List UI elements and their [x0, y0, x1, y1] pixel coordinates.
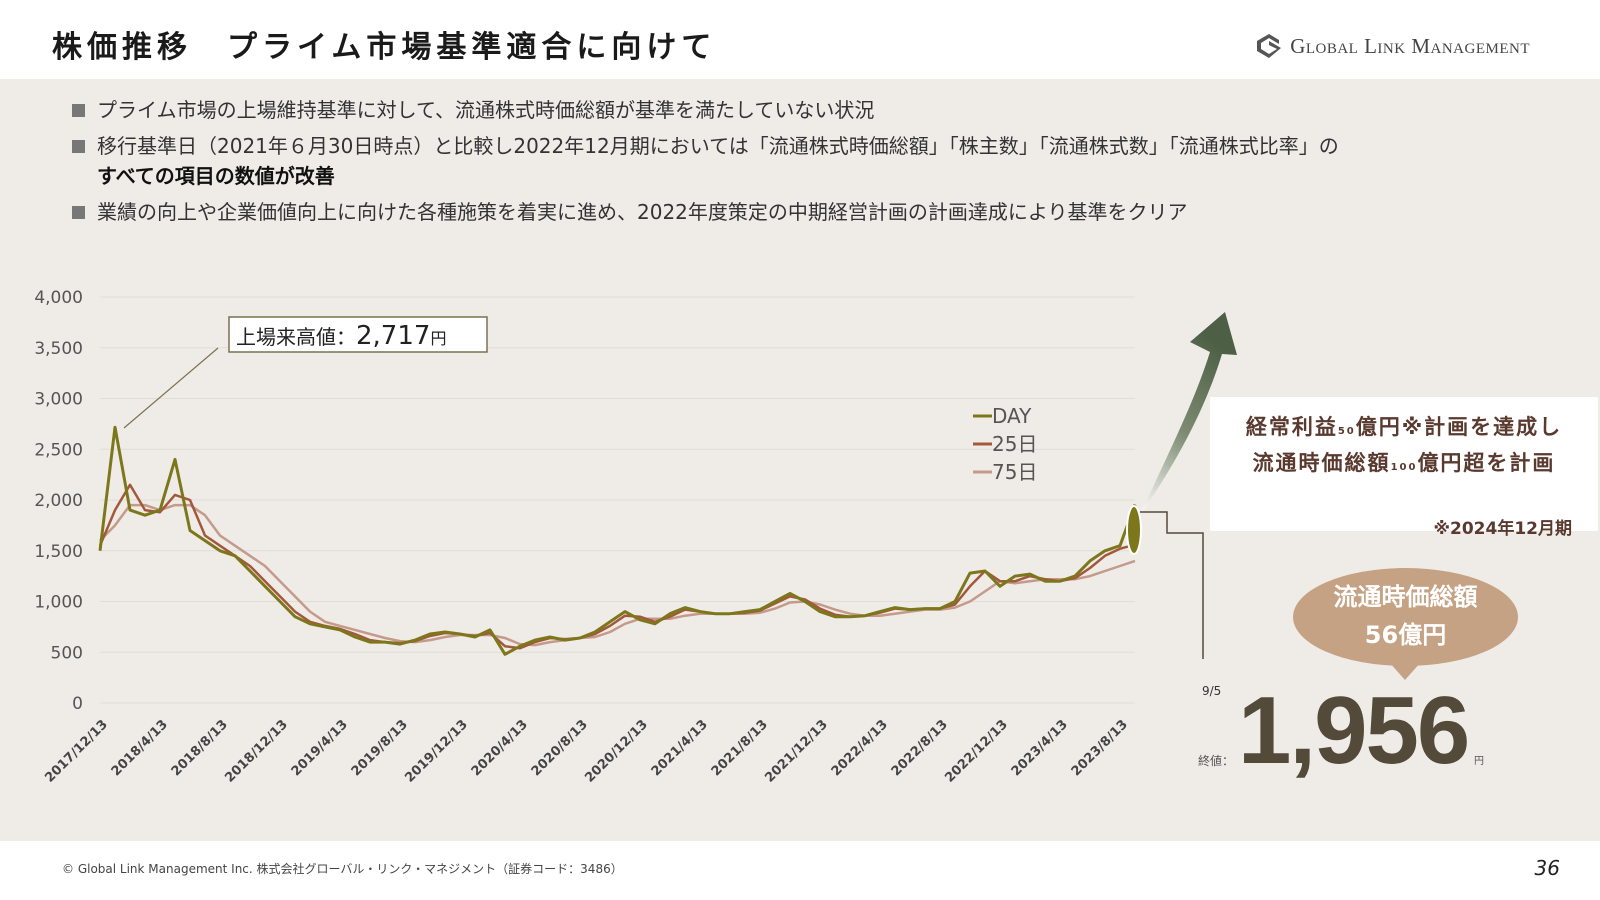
bullet-list: プライム市場の上場維持基準に対して、流通株式時価総額が基準を満たしていない状況 … [72, 95, 1339, 233]
bullet-item: 業績の向上や企業価値向上に向けた各種施策を着実に進め、2022年度策定の中期経営… [72, 197, 1339, 227]
header: 株価推移 プライム市場基準適合に向けて Global Link Manageme… [0, 0, 1600, 79]
series-line-DAY [98, 425, 1137, 656]
x-tick-label: 2019/4/13 [289, 717, 351, 779]
y-tick-label: 1,000 [34, 593, 83, 613]
y-tick-label: 4,000 [34, 288, 83, 308]
y-tick-label: 2,000 [34, 491, 83, 511]
bullet-item: プライム市場の上場維持基準に対して、流通株式時価総額が基準を満たしていない状況 [72, 95, 1339, 125]
footer-copyright: © Global Link Management Inc. 株式会社グローバル・… [62, 862, 623, 876]
y-tick-label: 2,500 [34, 440, 83, 460]
page-number: 36 [1534, 856, 1560, 880]
annotation-text: 上場来高値：2,717円 [236, 321, 446, 351]
legend-label: 25日 [992, 432, 1037, 456]
target-line-1: 経常利益50億円※計画を達成し [1245, 415, 1563, 439]
target-box: 経常利益50億円※計画を達成し 流通時価総額100億円超を計画 [1210, 397, 1598, 531]
company-logo: Global Link Management [1256, 32, 1530, 60]
close-unit: 円 [1474, 756, 1484, 767]
page-title: 株価推移 プライム市場基準適合に向けて [52, 30, 717, 65]
bullet-square-icon [72, 140, 85, 153]
stock-price-chart: 0 500 1,000 1,500 2,000 2,500 3,000 3,500 4,000 2… [34, 288, 1237, 786]
y-tick-label: 3,000 [34, 390, 83, 410]
y-tick-label: 500 [51, 643, 83, 663]
annotation-leader [123, 347, 219, 429]
x-tick-label: 2020/12/13 [582, 717, 650, 785]
market-cap-bubble: 流通時価総額 56億円 [1293, 568, 1518, 680]
close-label: 終値： [1198, 754, 1235, 768]
bubble-line-2: 56億円 [1364, 621, 1447, 649]
series-line-75日 [99, 503, 1136, 647]
bubble-line-1: 流通時価総額 [1333, 583, 1478, 611]
x-tick-label: 2022/8/13 [889, 717, 951, 779]
x-tick-label: 2020/4/13 [469, 717, 531, 779]
bullet-square-icon [72, 104, 85, 117]
x-tick-label: 2021/12/13 [762, 717, 830, 785]
x-tick-label: 2023/8/13 [1069, 717, 1131, 779]
series-line-25日 [98, 483, 1136, 650]
target-note: ※2024年12月期 [1433, 519, 1573, 539]
bullet-text: 移行基準日（2021年６月30日時点）と比較し2022年12月期においては「流通… [97, 134, 1339, 158]
bullet-bold-text: すべての項目の数値が改善 [97, 164, 335, 188]
x-tick-label: 2019/8/13 [349, 717, 411, 779]
bullet-square-icon [72, 206, 85, 219]
legend-label: 75日 [992, 460, 1037, 484]
x-tick-label: 2017/12/13 [42, 717, 110, 785]
x-tick-label: 2018/4/13 [109, 717, 171, 779]
x-tick-label: 2021/4/13 [649, 717, 711, 779]
close-price: 1,956 [1238, 677, 1470, 784]
logo-icon [1257, 34, 1282, 58]
x-tick-label: 2019/12/13 [402, 717, 470, 785]
bullet-item: 移行基準日（2021年６月30日時点）と比較し2022年12月期においては「流通… [72, 131, 1339, 191]
bullet-text: 業績の向上や企業価値向上に向けた各種施策を着実に進め、2022年度策定の中期経営… [97, 200, 1188, 224]
latest-price-marker [1126, 505, 1142, 555]
x-tick-label: 2022/4/13 [829, 717, 891, 779]
y-tick-label: 1,500 [34, 542, 83, 562]
y-tick-label: 0 [72, 694, 83, 714]
annotation-box [228, 316, 488, 353]
x-tick-label: 2022/12/13 [942, 717, 1010, 785]
bullet-text: プライム市場の上場維持基準に対して、流通株式時価総額が基準を満たしていない状況 [97, 98, 875, 122]
target-line-2: 流通時価総額100億円超を計画 [1252, 451, 1556, 475]
x-tick-label: 2023/4/13 [1009, 717, 1071, 779]
y-tick-label: 3,500 [34, 339, 83, 359]
x-tick-label: 2021/8/13 [709, 717, 771, 779]
logo-text: Global Link Management [1290, 33, 1530, 58]
callout-connector [1140, 511, 1204, 659]
legend-label: DAY [992, 404, 1032, 428]
growth-arrow-icon [1140, 312, 1237, 515]
x-tick-label: 2018/8/13 [169, 717, 231, 779]
x-tick-label: 2020/8/13 [529, 717, 591, 779]
x-tick-label: 2018/12/13 [222, 717, 290, 785]
close-date: 9/5 [1202, 684, 1222, 698]
